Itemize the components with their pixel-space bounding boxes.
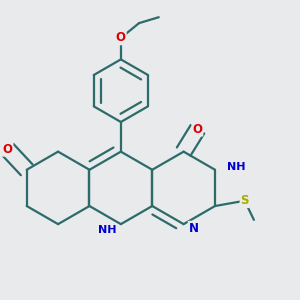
Text: O: O	[3, 143, 13, 156]
Text: NH: NH	[98, 225, 117, 235]
Text: NH: NH	[227, 162, 245, 172]
Text: S: S	[240, 194, 249, 207]
Text: O: O	[116, 32, 126, 44]
Text: O: O	[193, 123, 202, 136]
Text: N: N	[189, 222, 199, 235]
